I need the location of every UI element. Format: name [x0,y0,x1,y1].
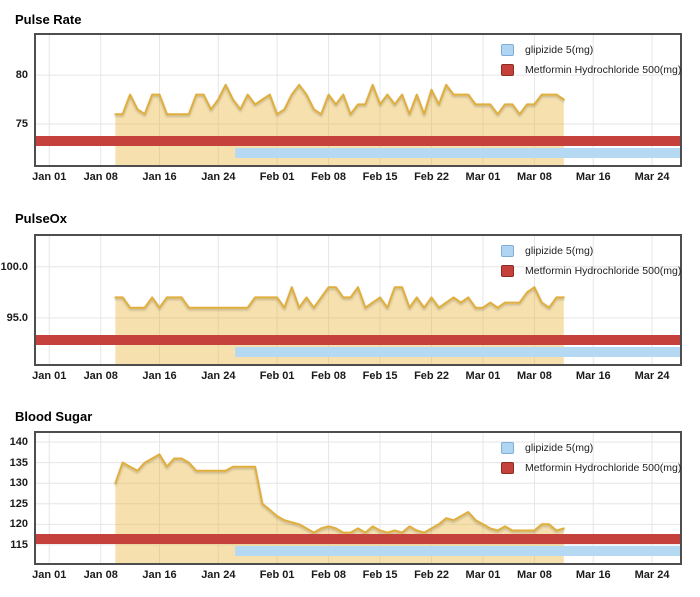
x-tick-label: Jan 08 [83,569,118,581]
x-tick-label: Feb 08 [311,370,347,382]
x-tick-label: Jan 01 [32,370,67,382]
x-tick-label: Feb 15 [362,171,398,183]
x-tick-label: Mar 16 [575,569,611,581]
chart-svg [36,433,680,563]
medication-band-metformin [36,534,680,544]
x-tick-label: Jan 08 [83,171,118,183]
x-tick-label: Mar 24 [634,569,670,581]
x-tick-label: Feb 01 [259,370,295,382]
legend-label: glipizide 5(mg) [525,442,594,454]
x-tick-label: Mar 24 [634,171,670,183]
metformin-swatch-icon [501,265,514,277]
glipizide-swatch-icon [501,44,514,56]
x-tick-label: Mar 24 [634,370,670,382]
chart-title-pulse-rate: Pulse Rate [15,12,82,27]
medication-band-metformin [36,335,680,345]
x-tick-label: Mar 08 [517,569,552,581]
series-line [114,453,565,534]
y-tick-label: 100.0 [0,260,28,273]
medication-band-glipizide [235,347,680,357]
legend-item: Metformin Hydrochloride 500(mg) [501,60,681,80]
y-tick-label: 125 [9,497,28,510]
series-line [114,286,565,309]
legend-item: glipizide 5(mg) [501,40,681,60]
chart-title-pulseox: PulseOx [15,211,68,226]
y-tick-label: 130 [9,477,28,490]
medication-band-glipizide [235,148,680,158]
legend-label: Metformin Hydrochloride 500(mg) [525,462,682,474]
chart-title-blood-sugar: Blood Sugar [15,409,93,424]
x-tick-label: Feb 22 [414,569,449,581]
x-tick-label: Jan 24 [201,171,236,183]
legend-item: Metformin Hydrochloride 500(mg) [501,458,681,478]
x-tick-label: Jan 01 [32,569,67,581]
x-tick-label: Feb 01 [259,171,295,183]
x-tick-label: Jan 24 [201,370,236,382]
x-tick-label: Feb 08 [311,171,347,183]
medication-band-metformin [36,136,680,146]
y-tick-label: 115 [10,538,28,551]
legend-item: glipizide 5(mg) [501,241,681,261]
x-tick-label: Mar 01 [465,370,501,382]
glipizide-swatch-icon [501,245,514,257]
plot-area-blood-sugar[interactable]: glipizide 5(mg) Metformin Hydrochloride 5… [34,431,682,565]
x-tick-label: Mar 08 [517,370,552,382]
medication-band-glipizide [235,546,680,556]
chart-svg [36,35,680,165]
legend-label: glipizide 5(mg) [525,44,594,56]
x-tick-label: Feb 15 [362,370,398,382]
y-tick-label: 135 [9,456,28,469]
x-tick-label: Mar 08 [517,171,552,183]
x-tick-label: Feb 01 [259,569,295,581]
legend-item: glipizide 5(mg) [501,438,681,458]
x-tick-label: Feb 22 [414,171,449,183]
x-tick-label: Jan 01 [32,171,67,183]
chart-svg [36,236,680,364]
y-tick-label: 140 [9,436,28,449]
y-tick-label: 75 [15,117,28,130]
x-tick-label: Jan 16 [142,370,177,382]
legend-label: Metformin Hydrochloride 500(mg) [525,64,682,76]
plot-area-pulse-rate[interactable]: glipizide 5(mg) Metformin Hydrochloride 5… [34,33,682,167]
y-tick-label: 80 [15,69,28,82]
y-tick-label: 120 [9,518,28,531]
y-tick-label: 95.0 [6,311,28,324]
series-line [114,83,565,116]
x-tick-label: Mar 16 [575,171,611,183]
x-tick-label: Jan 16 [142,569,177,581]
legend-label: Metformin Hydrochloride 500(mg) [525,265,682,277]
x-tick-label: Feb 08 [311,569,347,581]
x-tick-label: Jan 24 [201,569,236,581]
legend: glipizide 5(mg) Metformin Hydrochloride 5… [501,241,681,281]
x-tick-label: Jan 16 [142,171,177,183]
x-tick-label: Mar 01 [465,171,501,183]
x-tick-label: Feb 22 [414,370,449,382]
legend-label: glipizide 5(mg) [525,245,594,257]
x-tick-label: Mar 01 [465,569,501,581]
legend-item: Metformin Hydrochloride 500(mg) [501,261,681,281]
glipizide-swatch-icon [501,442,514,454]
legend: glipizide 5(mg) Metformin Hydrochloride 5… [501,40,681,80]
plot-area-pulseox[interactable]: glipizide 5(mg) Metformin Hydrochloride 5… [34,234,682,366]
metformin-swatch-icon [501,64,514,76]
x-tick-label: Feb 15 [362,569,398,581]
legend: glipizide 5(mg) Metformin Hydrochloride 5… [501,438,681,478]
x-tick-label: Jan 08 [83,370,118,382]
metformin-swatch-icon [501,462,514,474]
x-tick-label: Mar 16 [575,370,611,382]
